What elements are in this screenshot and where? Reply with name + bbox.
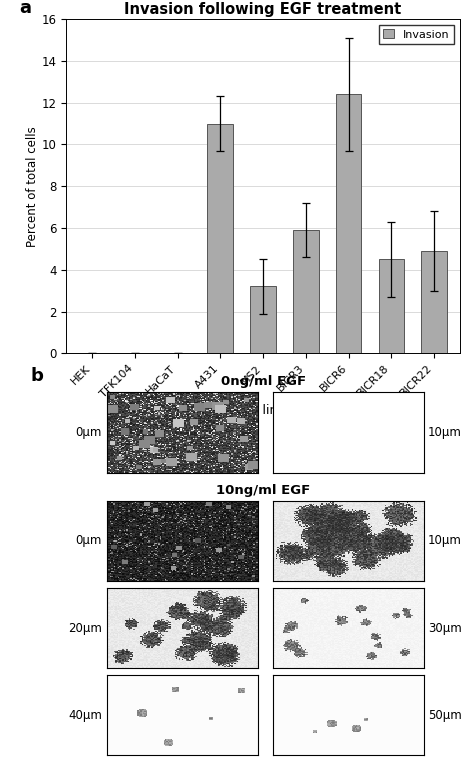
Bar (208, 123, 233, 354)
Text: 40μm: 40μm (68, 709, 102, 722)
Text: 10ng/ml EGF: 10ng/ml EGF (216, 484, 310, 497)
Text: 10μm: 10μm (428, 426, 462, 439)
Text: 0ng/ml EGF: 0ng/ml EGF (220, 375, 306, 388)
Text: 0μm: 0μm (75, 426, 102, 439)
Text: 0μm: 0μm (75, 535, 102, 548)
Bar (421, 251, 447, 354)
X-axis label: Cell lines: Cell lines (235, 403, 292, 416)
Text: 20μm: 20μm (68, 621, 102, 634)
Text: 30μm: 30μm (428, 621, 462, 634)
Text: a: a (19, 0, 31, 17)
Text: b: b (31, 367, 44, 385)
Bar (250, 286, 276, 354)
Bar (336, 94, 361, 354)
Legend: Invasion: Invasion (379, 25, 454, 44)
Y-axis label: Percent of total cells: Percent of total cells (26, 126, 39, 247)
Text: 50μm: 50μm (428, 709, 462, 722)
Title: Invasion following EGF treatment: Invasion following EGF treatment (125, 2, 401, 17)
Bar (379, 259, 404, 354)
Text: 10μm: 10μm (428, 535, 462, 548)
Bar (293, 230, 319, 354)
